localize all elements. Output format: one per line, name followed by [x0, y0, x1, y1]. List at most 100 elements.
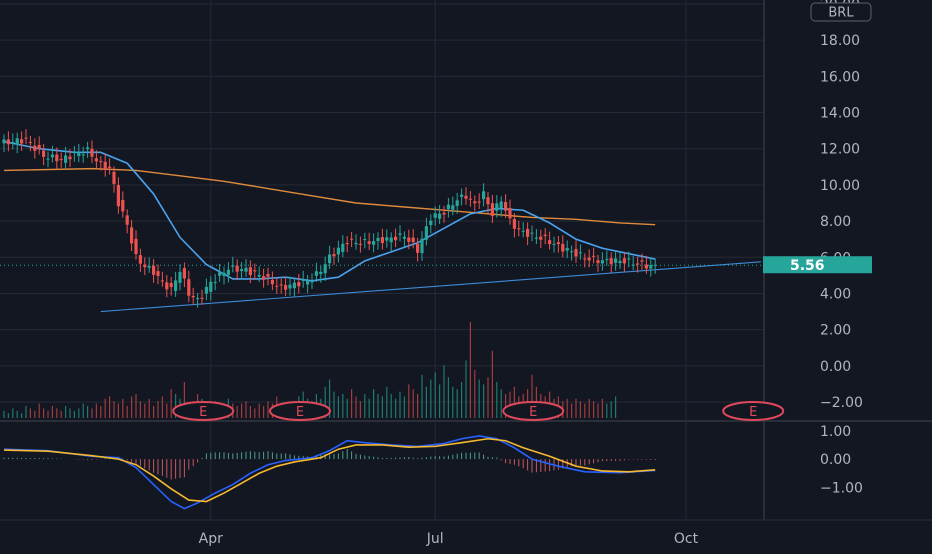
- sma-slow-line: [3, 167, 656, 226]
- candle-body: [596, 260, 600, 264]
- candle-body: [561, 243, 565, 252]
- candle: [517, 220, 521, 237]
- candle: [275, 278, 279, 294]
- candle-body: [402, 236, 406, 239]
- candle: [292, 277, 296, 297]
- candle-body: [336, 247, 340, 255]
- candle: [319, 265, 323, 283]
- candle-body: [209, 281, 213, 292]
- candle-body: [301, 279, 305, 282]
- earnings-marker[interactable]: E: [269, 401, 331, 421]
- candle: [424, 217, 428, 246]
- candle: [583, 253, 587, 268]
- candle-body: [600, 260, 604, 264]
- candle: [605, 250, 609, 266]
- candle-body: [297, 282, 301, 287]
- candlesticks[interactable]: [2, 129, 657, 308]
- candle: [152, 258, 156, 283]
- candle: [72, 146, 76, 162]
- candle: [614, 250, 618, 271]
- candle: [354, 234, 358, 250]
- candle-body: [86, 147, 90, 150]
- candle-body: [424, 226, 428, 240]
- earnings-label: E: [749, 405, 757, 420]
- candle-body: [24, 137, 28, 139]
- x-tick-label: Jul: [426, 531, 444, 547]
- candle-body: [653, 264, 657, 266]
- candle: [411, 229, 415, 249]
- candle: [490, 195, 494, 223]
- candle-body: [323, 264, 327, 274]
- currency-badge[interactable]: BRL: [810, 2, 872, 22]
- candle: [81, 146, 85, 163]
- candle: [323, 256, 327, 281]
- candle: [218, 263, 222, 282]
- candle: [402, 231, 406, 248]
- candle-body: [622, 258, 626, 264]
- candle-body: [411, 237, 415, 243]
- earnings-label: E: [296, 405, 304, 420]
- grid: [0, 0, 932, 521]
- candle-body: [341, 243, 345, 252]
- candle: [358, 236, 362, 253]
- earnings-marker[interactable]: E: [502, 401, 565, 421]
- candle: [28, 135, 32, 152]
- candle: [42, 144, 46, 166]
- candle-body: [103, 161, 107, 170]
- candle-body: [6, 139, 10, 145]
- candle: [121, 191, 125, 218]
- candle-body: [517, 228, 521, 230]
- candle-body: [394, 236, 398, 241]
- candle: [46, 151, 50, 168]
- candle-body: [565, 248, 569, 251]
- candle-body: [270, 279, 274, 285]
- last-price-tag: 5.56: [763, 256, 872, 274]
- candle-body: [548, 240, 552, 245]
- y-tick-label: 10.00: [820, 178, 860, 194]
- y-tick-label: −2.00: [820, 395, 863, 411]
- candle: [609, 252, 613, 273]
- candle: [270, 271, 274, 291]
- candle-body: [521, 230, 525, 232]
- candle-body: [556, 242, 560, 245]
- candle-body: [618, 260, 622, 264]
- candle-body: [358, 243, 362, 245]
- candle: [33, 138, 37, 159]
- candle-body: [116, 185, 120, 207]
- time-axis[interactable]: Apr Jul Oct: [199, 531, 699, 547]
- earnings-marker[interactable]: E: [722, 401, 785, 421]
- candle-body: [178, 271, 182, 283]
- candle-body: [112, 171, 116, 184]
- candle: [477, 193, 481, 209]
- candle: [345, 236, 349, 253]
- price-axis[interactable]: 20.0018.0016.0014.0012.0010.008.006.004.…: [820, 0, 863, 496]
- candle: [548, 231, 552, 250]
- candle: [565, 240, 569, 259]
- candle-body: [46, 158, 50, 160]
- candle-body: [134, 238, 138, 255]
- y-tick-label: 18.00: [820, 33, 860, 49]
- candle: [182, 262, 186, 288]
- candle-body: [94, 158, 98, 162]
- candle-body: [125, 215, 129, 225]
- candle-body: [539, 236, 543, 240]
- candle: [103, 153, 107, 177]
- candle: [416, 237, 420, 262]
- candle: [125, 209, 129, 234]
- candle-body: [350, 238, 354, 240]
- macd-indicator: [3, 435, 656, 510]
- candle: [398, 225, 402, 242]
- candle: [618, 252, 622, 269]
- earnings-label: E: [529, 405, 537, 420]
- candle-body: [477, 201, 481, 203]
- earnings-marker[interactable]: E: [172, 401, 235, 421]
- candle-body: [169, 283, 173, 288]
- candle: [644, 255, 648, 274]
- candle: [512, 213, 516, 238]
- candle-body: [446, 204, 450, 210]
- candle: [455, 192, 459, 214]
- candle: [226, 262, 230, 283]
